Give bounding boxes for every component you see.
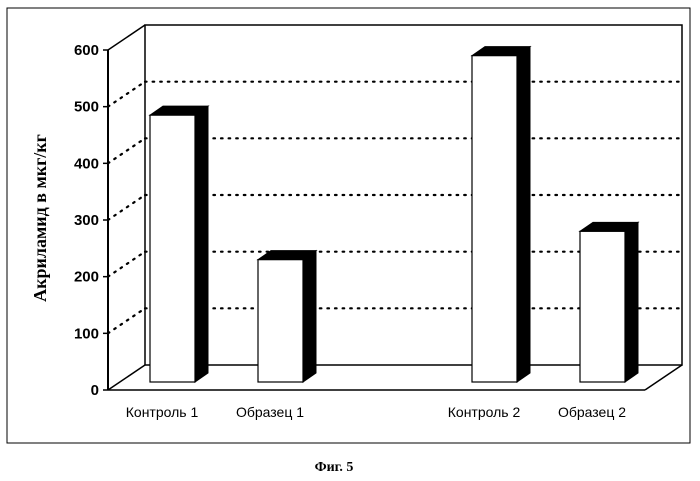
bar-front	[472, 56, 517, 382]
y-tick-label: 200	[74, 269, 99, 286]
x-tick-label: Контроль 2	[448, 404, 521, 420]
bar-front	[150, 115, 195, 382]
bar-side	[517, 47, 530, 382]
bar	[580, 222, 638, 382]
y-tick-label: 300	[74, 212, 99, 229]
x-tick-label: Контроль 1	[126, 404, 199, 420]
x-tick-label: Образец 1	[236, 404, 304, 420]
y-tick-label: 500	[74, 99, 99, 116]
y-axis-label: Акриламид в мкг/кг	[30, 134, 50, 302]
bar	[258, 251, 316, 382]
x-tick-label: Образец 2	[558, 404, 626, 420]
y-tick-label: 600	[74, 42, 99, 59]
y-tick-label: 100	[74, 325, 99, 342]
bar-side	[625, 222, 638, 382]
figure-caption: Фиг. 5	[315, 460, 354, 475]
bar-side	[195, 106, 208, 382]
bar-front	[580, 231, 625, 382]
y-tick-label: 400	[74, 155, 99, 172]
bar-side	[303, 251, 316, 382]
bar-front	[258, 260, 303, 382]
bar	[472, 47, 530, 382]
y-tick-label: 0	[91, 382, 99, 399]
bar	[150, 106, 208, 382]
